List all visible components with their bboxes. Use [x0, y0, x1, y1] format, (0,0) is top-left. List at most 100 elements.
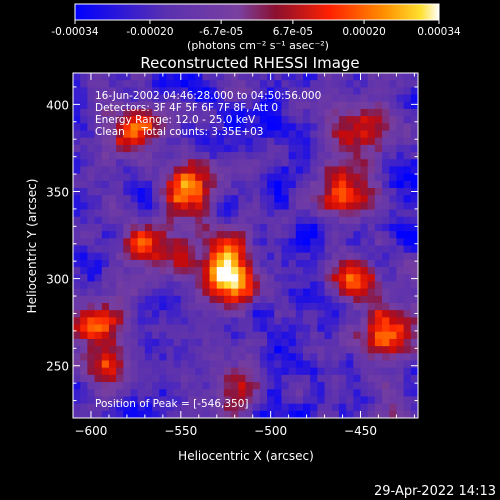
heatmap-cell	[166, 116, 175, 124]
heatmap-cell	[317, 374, 326, 383]
heatmap-cell	[360, 159, 369, 168]
heatmap-cell	[202, 166, 211, 175]
heatmap-cell	[288, 389, 297, 398]
heatmap-cell	[188, 144, 196, 153]
heatmap-cell	[338, 180, 347, 189]
heatmap-cell	[188, 152, 196, 160]
heatmap-cell	[317, 252, 326, 261]
heatmap-cell	[216, 231, 225, 239]
heatmap-cell	[310, 331, 318, 340]
heatmap-cell	[324, 281, 333, 290]
heatmap-cell	[87, 216, 96, 225]
heatmap-cell	[252, 396, 261, 405]
heatmap-cell	[152, 223, 160, 232]
heatmap-cell	[331, 403, 340, 412]
heatmap-cell	[346, 245, 354, 254]
heatmap-cell	[303, 159, 311, 168]
heatmap-cell	[116, 338, 124, 347]
heatmap-cell	[338, 288, 347, 297]
heatmap-cell	[180, 245, 189, 254]
heatmap-cell	[382, 123, 390, 132]
heatmap-cell	[216, 216, 225, 225]
heatmap-cell	[403, 238, 412, 247]
heatmap-cell	[94, 267, 103, 275]
heatmap-cell	[367, 231, 376, 239]
heatmap-cell	[137, 80, 146, 88]
heatmap-cell	[209, 137, 218, 146]
heatmap-cell	[238, 166, 247, 175]
heatmap-cell	[303, 202, 311, 211]
heatmap-cell	[410, 130, 418, 139]
heatmap-cell	[159, 130, 168, 139]
heatmap-cell	[202, 346, 211, 354]
heatmap-cell	[360, 216, 369, 225]
heatmap-cell	[231, 317, 239, 326]
heatmap-cell	[360, 382, 369, 390]
heatmap-cell	[389, 303, 398, 311]
heatmap-cell	[123, 382, 132, 390]
heatmap-cell	[137, 116, 146, 124]
y-tick-label: 300	[46, 273, 69, 287]
heatmap-cell	[353, 245, 362, 254]
heatmap-cell	[101, 173, 110, 182]
heatmap-cell	[303, 295, 311, 304]
heatmap-cell	[310, 353, 318, 362]
heatmap-cell	[310, 245, 318, 254]
heatmap-cell	[152, 288, 160, 297]
heatmap-cell	[216, 195, 225, 203]
heatmap-cell	[144, 144, 153, 153]
heatmap-cell	[324, 94, 333, 103]
heatmap-cell	[331, 73, 340, 81]
heatmap-cell	[331, 152, 340, 160]
heatmap-cell	[389, 360, 398, 369]
heatmap-cell	[288, 310, 297, 318]
heatmap-cell	[346, 116, 354, 124]
heatmap-cell	[173, 223, 182, 232]
heatmap-cell	[202, 324, 211, 333]
heatmap-cell	[80, 144, 88, 153]
heatmap-cell	[152, 295, 160, 304]
heatmap-cell	[116, 137, 124, 146]
heatmap-cell	[73, 195, 81, 203]
heatmap-cell	[310, 252, 318, 261]
heatmap-cell	[209, 238, 218, 247]
heatmap-cell	[166, 87, 175, 96]
heatmap-cell	[310, 281, 318, 290]
heatmap-cell	[252, 130, 261, 139]
heatmap-cell	[252, 108, 261, 117]
heatmap-cell	[195, 216, 203, 225]
heatmap-cell	[202, 223, 211, 232]
heatmap-cell	[367, 238, 376, 247]
heatmap-cell	[188, 346, 196, 354]
heatmap-cell	[123, 173, 132, 182]
heatmap-cell	[216, 353, 225, 362]
heatmap-cell	[123, 353, 132, 362]
heatmap-cell	[410, 223, 418, 232]
heatmap-cell	[396, 259, 405, 268]
heatmap-cell	[259, 396, 268, 405]
heatmap-cell	[73, 331, 81, 340]
heatmap-cell	[303, 367, 311, 376]
heatmap-cell	[346, 382, 354, 390]
heatmap-cell	[195, 209, 203, 218]
heatmap-cell	[259, 195, 268, 203]
heatmap-cell	[324, 367, 333, 376]
heatmap-cell	[303, 281, 311, 290]
heatmap-cell	[360, 73, 369, 81]
heatmap-cell	[238, 259, 247, 268]
heatmap-cell	[360, 267, 369, 275]
heatmap-cell	[382, 209, 390, 218]
heatmap-cell	[130, 245, 139, 254]
heatmap-cell	[238, 195, 247, 203]
heatmap-cell	[216, 346, 225, 354]
heatmap-cell	[288, 374, 297, 383]
heatmap-cell	[396, 87, 405, 96]
heatmap-cell	[252, 317, 261, 326]
heatmap-cell	[410, 137, 418, 146]
heatmap-cell	[223, 324, 232, 333]
heatmap-cell	[396, 353, 405, 362]
heatmap-cell	[281, 317, 290, 326]
heatmap-cell	[87, 180, 96, 189]
heatmap-cell	[209, 173, 218, 182]
heatmap-cell	[87, 274, 96, 283]
